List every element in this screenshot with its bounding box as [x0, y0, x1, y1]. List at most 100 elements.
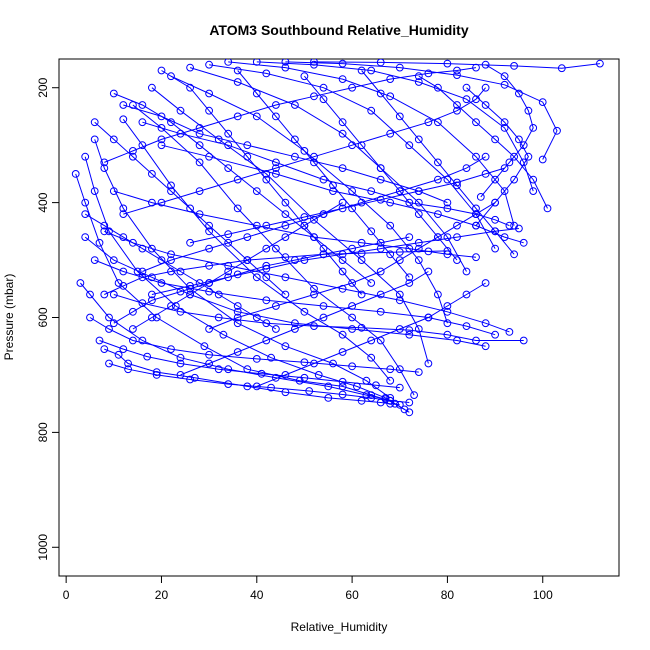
data-point: [281, 371, 290, 379]
data-point: [157, 135, 166, 144]
data-point: [434, 290, 442, 299]
data-point: [348, 362, 357, 371]
data-point: [138, 273, 147, 282]
x-tick-label: 20: [155, 588, 169, 602]
data-point: [491, 198, 500, 207]
data-point: [386, 198, 395, 207]
data-point: [367, 279, 376, 287]
data-point: [81, 198, 90, 207]
data-point: [138, 101, 147, 109]
series-line: [80, 282, 396, 405]
series-6: [119, 115, 395, 385]
data-point: [291, 152, 299, 161]
data-point: [167, 181, 175, 190]
series-17: [109, 187, 480, 262]
data-point: [434, 210, 442, 219]
data-point: [100, 158, 109, 167]
data-point: [338, 164, 347, 173]
data-point: [376, 59, 385, 67]
data-point: [138, 336, 147, 345]
data-point: [310, 233, 318, 242]
data-point: [481, 152, 490, 161]
data-point: [500, 233, 509, 242]
data-point: [281, 59, 290, 66]
data-point: [281, 273, 290, 282]
data-point: [500, 72, 509, 81]
data-point: [300, 358, 309, 367]
data-point: [462, 290, 471, 299]
data-point: [348, 83, 357, 92]
data-point: [453, 106, 461, 115]
data-point: [105, 359, 113, 368]
data-point: [81, 152, 90, 161]
data-point: [338, 267, 347, 276]
data-point: [505, 221, 514, 230]
data-point: [167, 256, 175, 265]
data-point: [543, 204, 552, 213]
data-point: [405, 279, 414, 287]
data-point: [414, 256, 423, 265]
data-point: [205, 106, 214, 115]
series-2: [76, 279, 399, 408]
data-point: [500, 118, 509, 127]
data-point: [434, 175, 442, 184]
data-point: [224, 129, 233, 138]
data-point: [214, 365, 223, 374]
data-point: [200, 342, 209, 351]
data-point: [367, 106, 376, 115]
data-point: [414, 210, 423, 219]
data-point: [510, 152, 518, 161]
data-point: [233, 313, 242, 322]
x-tick-label: 60: [345, 588, 359, 602]
data-point: [157, 198, 166, 207]
series-line: [104, 67, 477, 163]
data-point: [291, 319, 299, 328]
data-point: [519, 141, 528, 150]
data-point: [376, 267, 385, 276]
data-point: [205, 89, 214, 98]
data-point: [262, 221, 271, 230]
data-point: [224, 365, 233, 374]
data-point: [281, 253, 290, 262]
data-point: [410, 391, 419, 400]
data-point: [500, 164, 509, 173]
data-point: [167, 345, 175, 354]
series-line: [84, 213, 277, 330]
data-point: [195, 124, 204, 132]
data-point: [519, 158, 528, 167]
data-point: [338, 75, 347, 83]
series-line: [84, 156, 405, 410]
series-line: [104, 230, 510, 333]
data-point: [167, 72, 175, 81]
data-point: [310, 215, 318, 224]
x-tick-label: 0: [63, 588, 70, 602]
data-point: [324, 394, 333, 402]
data-point: [291, 325, 299, 333]
data-point: [348, 302, 357, 310]
plot-frame: [58, 58, 620, 577]
data-point: [372, 381, 380, 390]
series-line: [122, 119, 391, 382]
y-axis-label: Pressure (mbar): [2, 274, 16, 361]
series-37: [81, 210, 280, 333]
series-24: [105, 359, 414, 407]
data-point: [176, 371, 185, 379]
data-point: [124, 365, 133, 374]
data-point: [176, 106, 185, 115]
x-tick-label: 40: [250, 588, 264, 602]
data-point: [233, 270, 242, 279]
data-point: [376, 89, 385, 98]
series-line: [256, 61, 534, 192]
data-point: [167, 267, 175, 276]
data-point: [405, 398, 414, 407]
data-point: [148, 244, 156, 253]
data-point: [424, 313, 433, 322]
data-point: [386, 129, 395, 138]
y-tick-label: 600: [36, 307, 50, 327]
x-axis-label: Relative_Humidity: [291, 620, 388, 634]
series-line: [256, 282, 486, 387]
data-point: [386, 376, 395, 385]
data-point: [395, 383, 404, 392]
data-point: [524, 152, 533, 161]
data-point: [395, 325, 404, 333]
